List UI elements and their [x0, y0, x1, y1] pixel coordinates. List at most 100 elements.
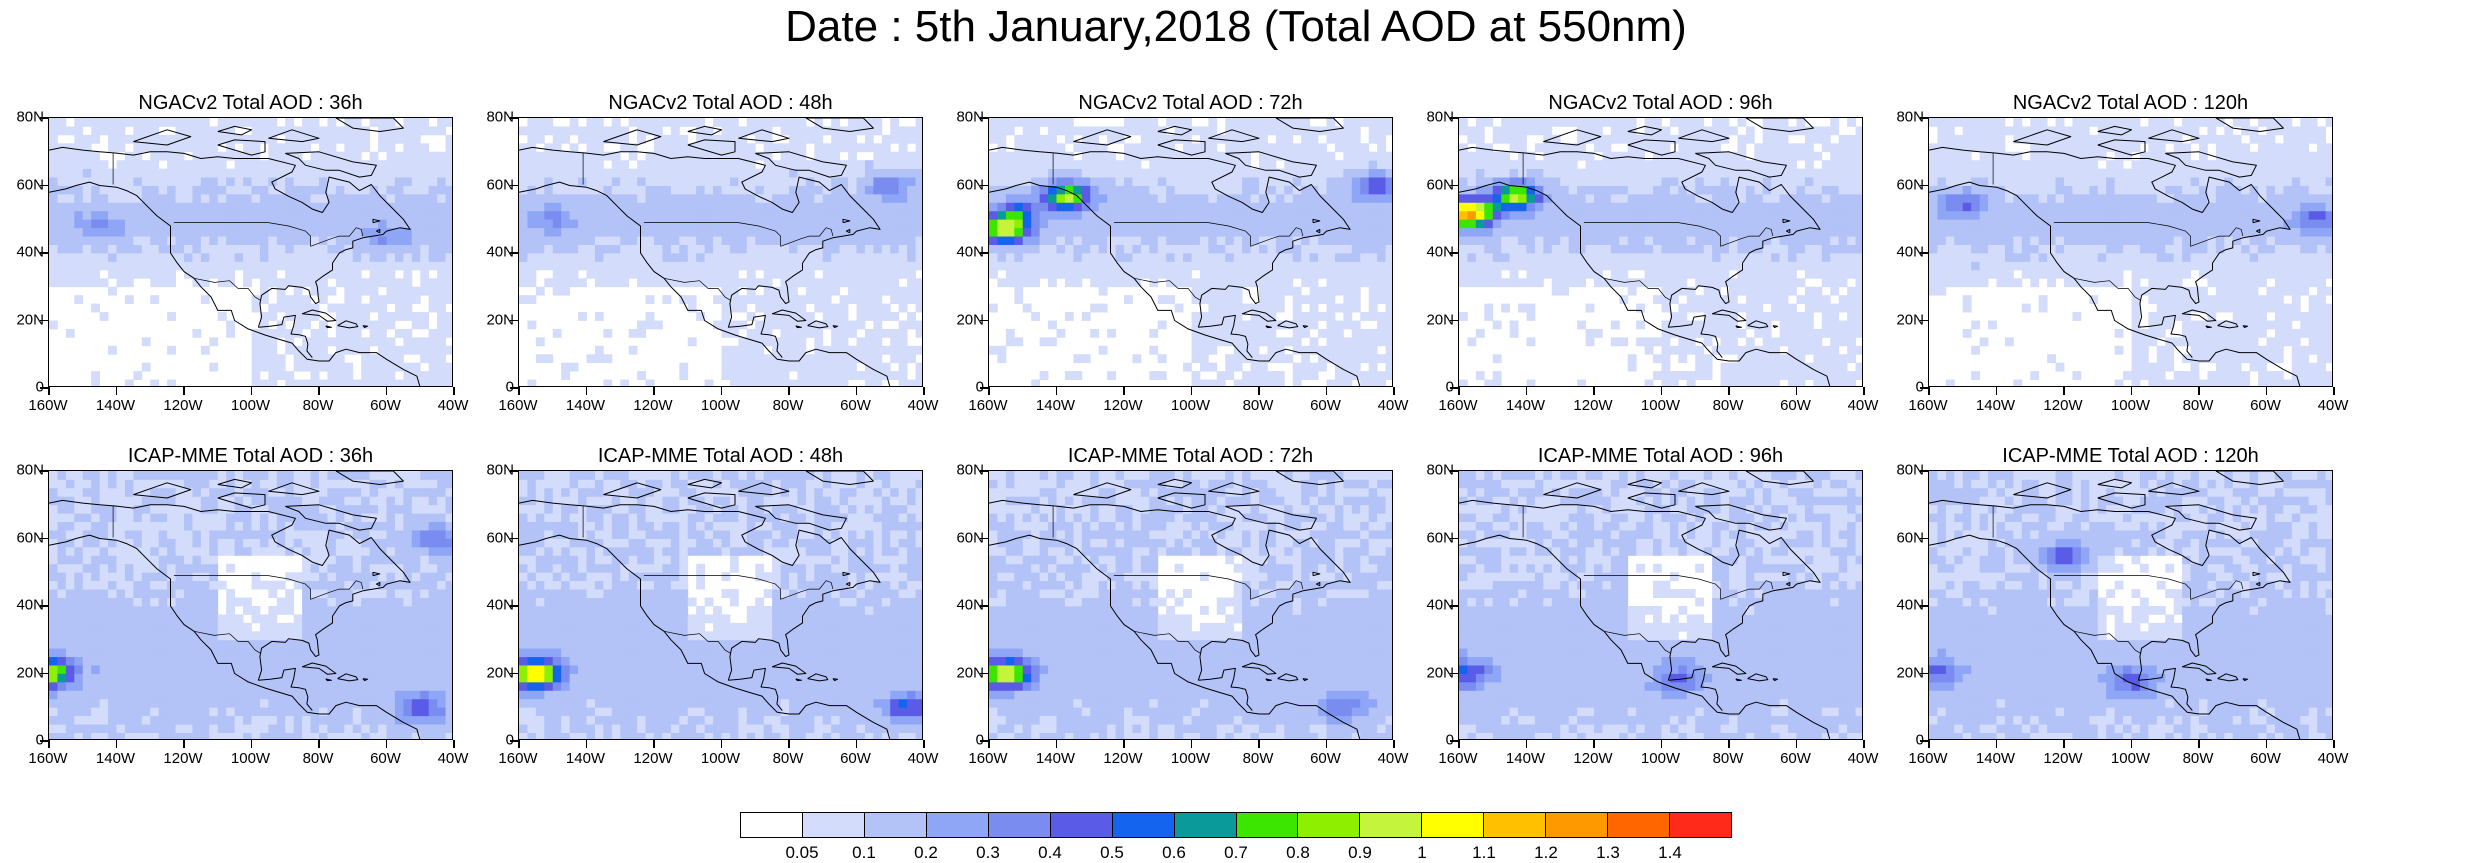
x-tick-mark: [1928, 387, 1930, 395]
colorbar-label: 1.1: [1472, 843, 1496, 863]
x-tick-label: 80W: [1713, 750, 1744, 767]
x-tick-label: 60W: [370, 750, 401, 767]
aod-map: [518, 470, 923, 740]
x-tick-label: 100W: [1641, 397, 1680, 414]
y-tick-label: 0: [36, 379, 44, 396]
colorbar-label: 0.9: [1348, 843, 1372, 863]
x-tick-mark: [1526, 387, 1528, 395]
y-tick-label: 0: [1916, 379, 1924, 396]
x-tick-label: 40W: [2318, 750, 2349, 767]
x-tick-mark: [2198, 740, 2200, 748]
x-tick-mark: [2198, 387, 2200, 395]
aod-field-svg: [989, 471, 1393, 740]
x-tick-mark: [1393, 740, 1395, 748]
x-tick-mark: [1191, 387, 1193, 395]
x-tick-label: 120W: [2043, 397, 2082, 414]
aod-map: [1928, 470, 2333, 740]
x-tick-mark: [1928, 740, 1930, 748]
x-tick-label: 160W: [968, 750, 1007, 767]
x-tick-mark: [788, 387, 790, 395]
y-tick-label: 80N: [16, 109, 44, 126]
y-tick-label: 20N: [1896, 311, 1924, 328]
y-tick-label: 60N: [486, 176, 514, 193]
colorbar-swatch: [1175, 813, 1237, 837]
x-tick-mark: [183, 740, 185, 748]
x-tick-mark: [1728, 740, 1730, 748]
x-tick-label: 40W: [438, 750, 469, 767]
y-tick-label: 40N: [956, 597, 984, 614]
y-tick-label: 20N: [956, 311, 984, 328]
y-tick-label: 80N: [16, 462, 44, 479]
x-tick-label: 120W: [1573, 750, 1612, 767]
y-tick-label: 80N: [956, 462, 984, 479]
x-tick-mark: [2266, 387, 2268, 395]
x-tick-label: 60W: [2250, 397, 2281, 414]
x-tick-mark: [2063, 387, 2065, 395]
x-tick-mark: [1996, 387, 1998, 395]
x-tick-label: 160W: [498, 750, 537, 767]
aod-field-svg: [1459, 118, 1863, 387]
x-tick-mark: [856, 740, 858, 748]
aod-map: [1928, 117, 2333, 387]
x-tick-label: 160W: [968, 397, 1007, 414]
y-tick-label: 40N: [1426, 244, 1454, 261]
x-tick-mark: [586, 740, 588, 748]
panel-title: NGACv2 Total AOD : 48h: [518, 92, 923, 115]
x-tick-mark: [518, 387, 520, 395]
y-tick-label: 0: [36, 732, 44, 749]
x-tick-label: 160W: [498, 397, 537, 414]
x-tick-label: 80W: [773, 397, 804, 414]
y-tick-label: 20N: [956, 664, 984, 681]
aod-field-svg: [49, 471, 453, 740]
x-tick-label: 80W: [1243, 750, 1274, 767]
y-tick-label: 20N: [486, 311, 514, 328]
y-tick-label: 60N: [1426, 529, 1454, 546]
y-tick-label: 20N: [1426, 311, 1454, 328]
colorbar-swatch: [989, 813, 1051, 837]
x-tick-label: 160W: [28, 750, 67, 767]
x-tick-label: 140W: [96, 750, 135, 767]
x-tick-mark: [183, 387, 185, 395]
colorbar-label: 1.3: [1596, 843, 1620, 863]
x-tick-mark: [1258, 740, 1260, 748]
x-tick-mark: [2131, 387, 2133, 395]
x-tick-label: 40W: [908, 397, 939, 414]
y-tick-label: 20N: [16, 664, 44, 681]
x-tick-label: 100W: [1641, 750, 1680, 767]
x-tick-mark: [721, 387, 723, 395]
x-tick-mark: [386, 740, 388, 748]
x-tick-label: 40W: [908, 750, 939, 767]
colorbar-label: 0.2: [914, 843, 938, 863]
x-tick-label: 140W: [1976, 750, 2015, 767]
x-tick-label: 120W: [2043, 750, 2082, 767]
y-tick-label: 60N: [956, 176, 984, 193]
x-tick-mark: [1393, 387, 1395, 395]
y-tick-label: 80N: [1426, 109, 1454, 126]
x-tick-label: 40W: [1848, 750, 1879, 767]
x-tick-mark: [2131, 740, 2133, 748]
colorbar-swatch: [865, 813, 927, 837]
y-tick-label: 60N: [486, 529, 514, 546]
aod-map: [988, 117, 1393, 387]
x-tick-mark: [923, 387, 925, 395]
x-tick-mark: [116, 387, 118, 395]
colorbar-swatch: [1670, 813, 1731, 837]
panel-title: ICAP-MME Total AOD : 96h: [1458, 445, 1863, 468]
y-tick-label: 60N: [16, 529, 44, 546]
x-tick-mark: [518, 740, 520, 748]
x-tick-mark: [1123, 387, 1125, 395]
x-tick-label: 40W: [1378, 397, 1409, 414]
x-tick-mark: [48, 740, 50, 748]
x-tick-label: 80W: [2183, 750, 2214, 767]
x-tick-mark: [1863, 387, 1865, 395]
x-tick-label: 120W: [1573, 397, 1612, 414]
colorbar-label: 0.05: [785, 843, 818, 863]
x-tick-mark: [2063, 740, 2065, 748]
x-tick-label: 80W: [303, 750, 334, 767]
aod-field-svg: [519, 118, 923, 387]
y-tick-label: 60N: [1896, 529, 1924, 546]
x-tick-label: 80W: [1713, 397, 1744, 414]
y-tick-label: 0: [506, 379, 514, 396]
colorbar-label: 1: [1417, 843, 1426, 863]
